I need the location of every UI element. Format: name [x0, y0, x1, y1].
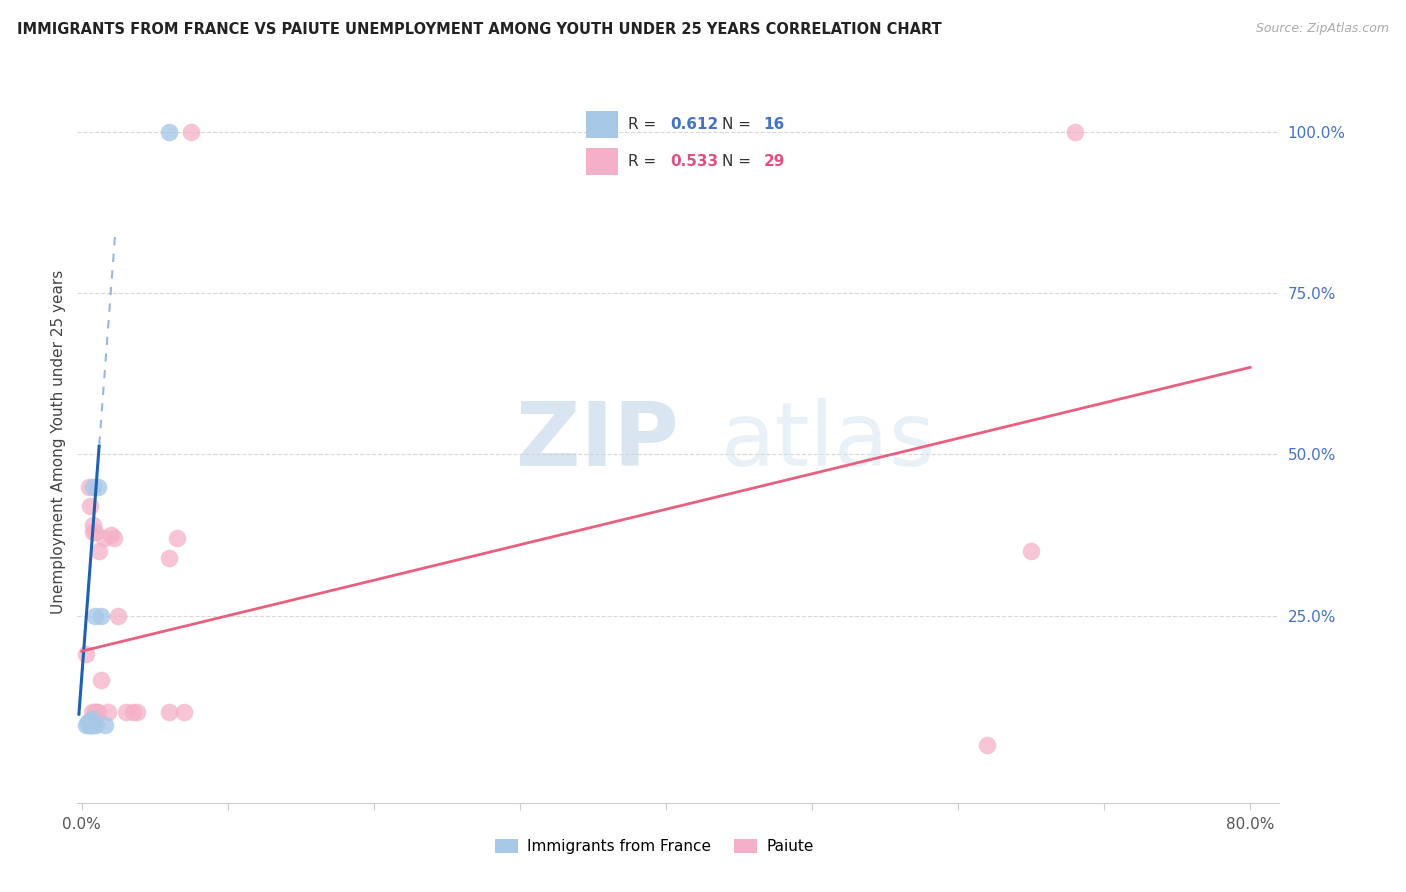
Point: [79, 499, 101, 513]
Point: [79, 718, 101, 732]
Point: [107, 608, 129, 623]
Point: [97, 706, 120, 720]
Point: [1064, 125, 1087, 139]
Point: [77, 718, 100, 732]
Point: [75, 718, 97, 732]
Point: [82, 518, 104, 533]
Point: [86, 718, 108, 732]
Point: [77, 480, 100, 494]
Point: [86, 706, 108, 720]
Point: [180, 125, 202, 139]
Point: [83, 706, 105, 720]
Point: [87, 480, 110, 494]
Point: [76, 715, 98, 730]
Point: [82, 718, 104, 732]
Point: [166, 531, 188, 545]
Point: [94, 718, 117, 732]
Text: IMMIGRANTS FROM FRANCE VS PAIUTE UNEMPLOYMENT AMONG YOUTH UNDER 25 YEARS CORRELA: IMMIGRANTS FROM FRANCE VS PAIUTE UNEMPLO…: [17, 22, 942, 37]
Point: [93, 531, 115, 545]
Point: [121, 706, 143, 720]
Point: [80, 718, 103, 732]
Point: [1019, 544, 1042, 558]
Point: [80, 706, 103, 720]
Point: [103, 531, 125, 545]
Point: [77, 715, 100, 730]
Point: [976, 738, 998, 752]
Point: [89, 544, 111, 558]
Point: [83, 524, 105, 539]
Point: [75, 648, 97, 662]
Point: [82, 524, 104, 539]
Y-axis label: Unemployment Among Youth under 25 years: Unemployment Among Youth under 25 years: [51, 269, 66, 614]
Point: [90, 673, 112, 688]
Text: atlas: atlas: [720, 398, 935, 485]
Point: [86, 706, 108, 720]
Point: [127, 706, 149, 720]
Point: [157, 550, 180, 565]
Point: [83, 608, 105, 623]
Point: [100, 528, 122, 542]
Point: [157, 706, 180, 720]
Point: [79, 718, 101, 732]
Point: [87, 706, 110, 720]
Text: ZIP: ZIP: [516, 398, 679, 485]
Point: [82, 480, 104, 494]
Point: [80, 712, 103, 726]
Point: [157, 125, 180, 139]
Text: Source: ZipAtlas.com: Source: ZipAtlas.com: [1256, 22, 1389, 36]
Point: [114, 706, 136, 720]
Point: [90, 608, 112, 623]
Legend: Immigrants from France, Paiute: Immigrants from France, Paiute: [489, 833, 820, 860]
Point: [173, 706, 195, 720]
